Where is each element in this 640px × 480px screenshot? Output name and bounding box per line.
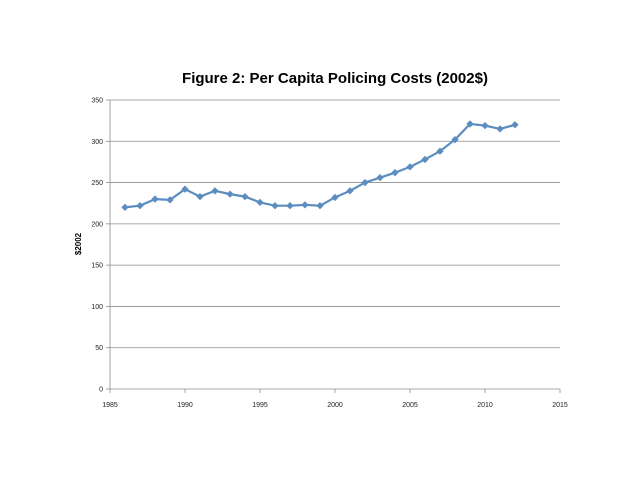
data-point-marker <box>271 201 279 210</box>
data-point-marker <box>406 163 414 171</box>
x-tick-labels: 1985 1990 1995 2000 2005 2010 2015 <box>102 402 568 409</box>
data-point-marker <box>211 187 219 195</box>
y-tick-labels: 0 50 100 150 200 250 300 350 <box>91 98 103 394</box>
gridlines <box>110 99 560 349</box>
series-line <box>124 122 516 209</box>
y-tick-label: 50 <box>95 345 103 352</box>
data-point-marker <box>196 192 204 201</box>
y-tick-label: 0 <box>99 387 103 394</box>
data-point-marker <box>181 185 189 193</box>
data-point-marker <box>286 201 294 210</box>
x-tick-label: 1990 <box>177 402 193 409</box>
data-series <box>121 120 519 212</box>
x-tick-label: 2000 <box>327 402 343 409</box>
axes <box>106 99 561 393</box>
data-point-marker <box>421 155 429 164</box>
x-tick-label: 2015 <box>552 402 568 409</box>
data-point-marker <box>316 201 324 210</box>
y-tick-label: 100 <box>91 304 103 311</box>
data-point-marker <box>436 147 444 155</box>
data-point-marker <box>391 168 399 177</box>
data-point-marker <box>496 125 504 133</box>
data-point-marker <box>376 173 384 182</box>
data-point-marker <box>511 121 519 129</box>
x-tick-label: 1985 <box>102 402 118 409</box>
y-tick-label: 150 <box>91 263 103 270</box>
data-point-marker <box>346 187 354 195</box>
data-point-marker <box>256 198 264 207</box>
data-point-marker <box>226 190 234 198</box>
x-tick-label: 2005 <box>402 402 418 409</box>
x-tick-label: 1995 <box>252 402 268 409</box>
y-axis-label: $2002 <box>74 232 83 255</box>
data-point-marker <box>451 135 459 144</box>
data-point-marker <box>136 201 144 210</box>
data-point-marker <box>466 120 474 128</box>
data-point-marker <box>121 203 129 212</box>
data-point-marker <box>361 178 369 187</box>
data-point-marker <box>481 121 489 130</box>
chart-title: Figure 2: Per Capita Policing Costs (200… <box>182 70 488 87</box>
data-point-marker <box>301 201 309 209</box>
y-tick-label: 300 <box>91 139 103 146</box>
y-tick-label: 200 <box>91 221 103 228</box>
data-point-marker <box>331 193 339 202</box>
x-tick-label: 2010 <box>477 402 493 409</box>
data-point-marker <box>166 196 174 204</box>
data-point-marker <box>241 192 249 201</box>
data-point-marker <box>151 195 159 203</box>
y-tick-label: 350 <box>91 98 103 105</box>
y-tick-label: 250 <box>91 180 103 187</box>
